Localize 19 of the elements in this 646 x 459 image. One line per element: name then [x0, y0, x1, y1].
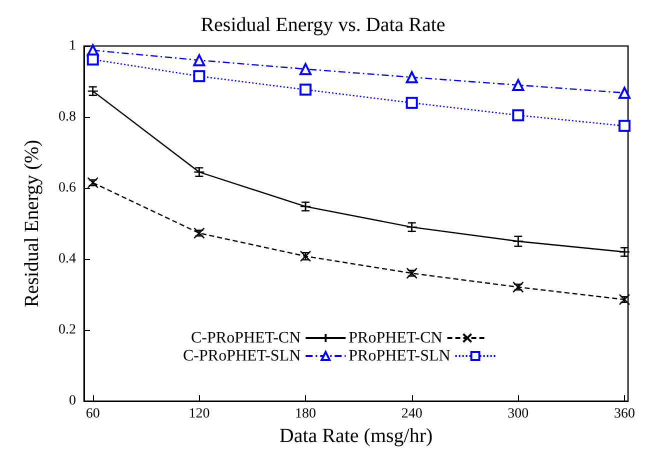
legend-label: C-PRoPHET-CN: [191, 330, 302, 346]
y-tick-label: 1: [69, 38, 76, 54]
x-tick-label: 360: [614, 406, 635, 422]
y-tick-label: 0.6: [58, 180, 76, 196]
x-tick-label: 300: [508, 406, 529, 422]
x-tick-label: 240: [401, 406, 422, 422]
x-axis-title: Data Rate (msg/hr): [279, 425, 433, 447]
x-tick-label: 180: [295, 406, 316, 422]
legend-label: PRoPHET-SLN: [348, 348, 451, 364]
x-tick-label: 60: [86, 406, 100, 422]
legend-label: C-PRoPHET-SLN: [183, 348, 302, 364]
y-tick-label: 0.4: [58, 252, 76, 267]
y-tick-label: 0: [69, 394, 76, 409]
legend-label: PRoPHET-CN: [348, 330, 443, 346]
x-tick-label: 120: [188, 406, 210, 422]
y-tick-label: 0.8: [58, 110, 76, 125]
y-tick-label: 0.2: [58, 322, 76, 338]
y-axis-title: Residual Energy (%): [21, 140, 43, 308]
chart-title: Residual Energy vs. Data Rate: [200, 14, 446, 36]
